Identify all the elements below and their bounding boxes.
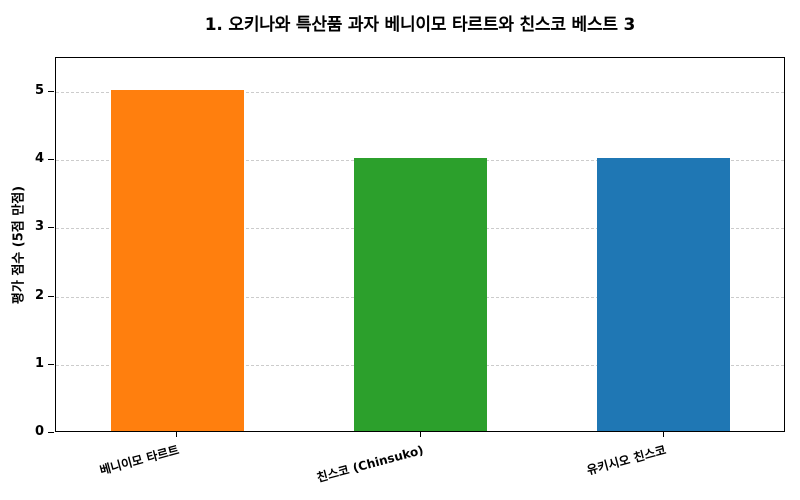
plot-area — [55, 57, 785, 432]
bar — [597, 158, 731, 431]
y-tick-mark — [48, 295, 54, 297]
chart-title: 1. 오키나와 특산품 과자 베니이모 타르트와 친스코 베스트 3 — [204, 15, 636, 35]
x-tick-mark — [419, 432, 421, 437]
x-tick-label: 베니이모 타르트 — [98, 442, 181, 478]
y-tick-label: 3 — [34, 219, 44, 235]
x-tick-mark — [176, 432, 178, 437]
x-tick-label: 유키시오 친스코 — [585, 442, 668, 478]
y-tick-mark — [48, 227, 54, 229]
y-tick-mark — [48, 432, 54, 433]
y-tick-mark — [48, 91, 54, 93]
x-tick-mark — [662, 432, 664, 437]
y-tick-label: 0 — [34, 424, 44, 439]
y-tick-label: 2 — [34, 287, 44, 303]
y-tick-mark — [48, 363, 54, 365]
bar — [110, 90, 244, 431]
grid-line — [56, 92, 784, 94]
x-tick-label: 친스코 (Chinsuko) — [315, 442, 425, 485]
bar — [354, 158, 487, 431]
y-tick-label: 1 — [34, 355, 44, 371]
y-tick-label: 4 — [34, 151, 44, 167]
y-tick-mark — [48, 159, 54, 161]
y-axis-label: 평가 점수 (5점 만점) — [11, 185, 27, 305]
y-tick-label: 5 — [34, 83, 44, 99]
